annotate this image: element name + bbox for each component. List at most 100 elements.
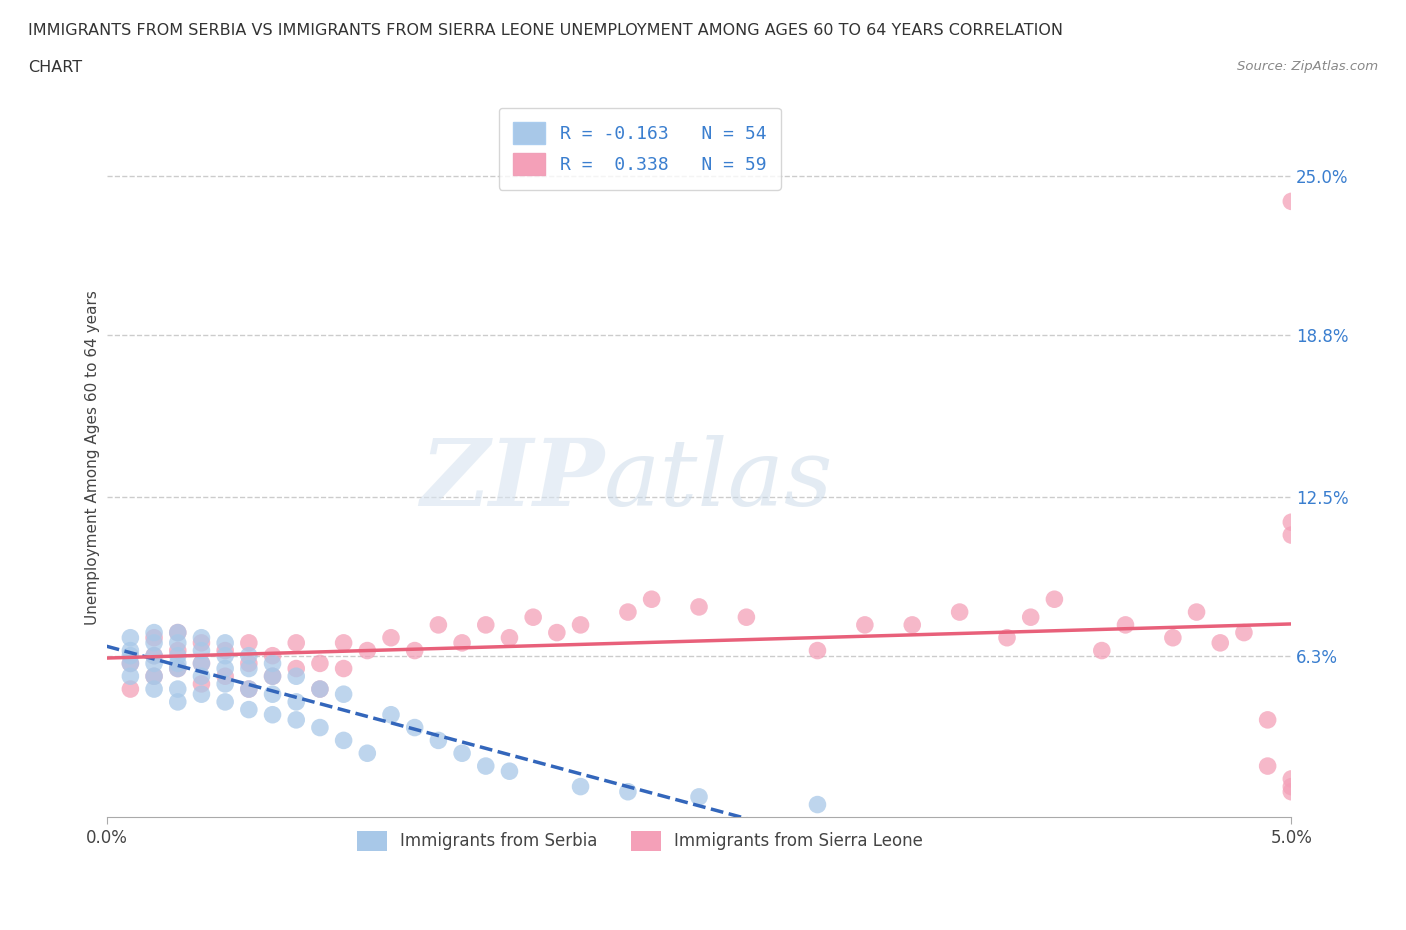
Point xyxy=(166,635,188,650)
Point xyxy=(238,656,260,671)
Point xyxy=(262,708,284,723)
Point xyxy=(380,631,402,645)
Point xyxy=(569,779,592,794)
Point xyxy=(190,686,212,701)
Point xyxy=(332,686,354,701)
Point xyxy=(166,695,188,710)
Point xyxy=(214,635,236,650)
Point xyxy=(214,676,236,691)
Point xyxy=(1019,610,1042,625)
Point xyxy=(498,631,520,645)
Point xyxy=(1257,712,1279,727)
Point xyxy=(143,648,166,663)
Point xyxy=(1091,644,1114,658)
Point xyxy=(238,682,260,697)
Point xyxy=(238,648,260,663)
Point xyxy=(166,625,188,640)
Point xyxy=(995,631,1018,645)
Point xyxy=(166,661,188,676)
Point xyxy=(120,669,142,684)
Point xyxy=(166,656,188,671)
Point xyxy=(143,648,166,663)
Point xyxy=(853,618,876,632)
Point xyxy=(143,669,166,684)
Point xyxy=(569,618,592,632)
Point xyxy=(1279,784,1302,799)
Point xyxy=(309,682,332,697)
Point xyxy=(1279,194,1302,209)
Point xyxy=(166,682,188,697)
Text: Source: ZipAtlas.com: Source: ZipAtlas.com xyxy=(1237,60,1378,73)
Y-axis label: Unemployment Among Ages 60 to 64 years: Unemployment Among Ages 60 to 64 years xyxy=(86,290,100,626)
Point xyxy=(214,695,236,710)
Point xyxy=(309,682,332,697)
Point xyxy=(120,682,142,697)
Point xyxy=(190,669,212,684)
Point xyxy=(475,759,498,774)
Legend: Immigrants from Serbia, Immigrants from Sierra Leone: Immigrants from Serbia, Immigrants from … xyxy=(349,822,931,859)
Point xyxy=(1114,618,1136,632)
Point xyxy=(143,625,166,640)
Point xyxy=(1257,759,1279,774)
Point xyxy=(1161,631,1184,645)
Text: IMMIGRANTS FROM SERBIA VS IMMIGRANTS FROM SIERRA LEONE UNEMPLOYMENT AMONG AGES 6: IMMIGRANTS FROM SERBIA VS IMMIGRANTS FRO… xyxy=(28,23,1063,38)
Point xyxy=(380,708,402,723)
Point xyxy=(640,591,662,606)
Point xyxy=(285,635,308,650)
Point xyxy=(143,631,166,645)
Point xyxy=(120,656,142,671)
Point xyxy=(1233,625,1256,640)
Point xyxy=(214,669,236,684)
Point xyxy=(143,669,166,684)
Point xyxy=(214,644,236,658)
Point xyxy=(120,631,142,645)
Point xyxy=(332,733,354,748)
Point xyxy=(285,695,308,710)
Point xyxy=(285,661,308,676)
Point xyxy=(143,635,166,650)
Point xyxy=(356,644,378,658)
Point xyxy=(546,625,568,640)
Point xyxy=(617,604,640,619)
Point xyxy=(238,702,260,717)
Point xyxy=(166,648,188,663)
Point xyxy=(143,682,166,697)
Point xyxy=(285,669,308,684)
Text: atlas: atlas xyxy=(605,434,834,525)
Point xyxy=(404,720,426,735)
Point xyxy=(262,648,284,663)
Point xyxy=(309,656,332,671)
Point xyxy=(949,604,972,619)
Point xyxy=(451,746,474,761)
Point xyxy=(1279,515,1302,530)
Point xyxy=(475,618,498,632)
Point xyxy=(262,669,284,684)
Point xyxy=(190,631,212,645)
Point xyxy=(688,790,710,804)
Point xyxy=(238,635,260,650)
Point xyxy=(451,635,474,650)
Point xyxy=(190,676,212,691)
Point xyxy=(735,610,758,625)
Point xyxy=(190,656,212,671)
Point xyxy=(404,644,426,658)
Point xyxy=(332,635,354,650)
Point xyxy=(285,712,308,727)
Point xyxy=(120,644,142,658)
Point xyxy=(806,797,828,812)
Point xyxy=(190,656,212,671)
Point xyxy=(332,661,354,676)
Point xyxy=(309,720,332,735)
Point xyxy=(190,644,212,658)
Point xyxy=(1043,591,1066,606)
Point xyxy=(1209,635,1232,650)
Point xyxy=(262,669,284,684)
Point xyxy=(143,656,166,671)
Point xyxy=(427,618,450,632)
Point xyxy=(498,764,520,778)
Point xyxy=(166,661,188,676)
Point xyxy=(262,656,284,671)
Point xyxy=(190,635,212,650)
Point xyxy=(238,661,260,676)
Point xyxy=(214,648,236,663)
